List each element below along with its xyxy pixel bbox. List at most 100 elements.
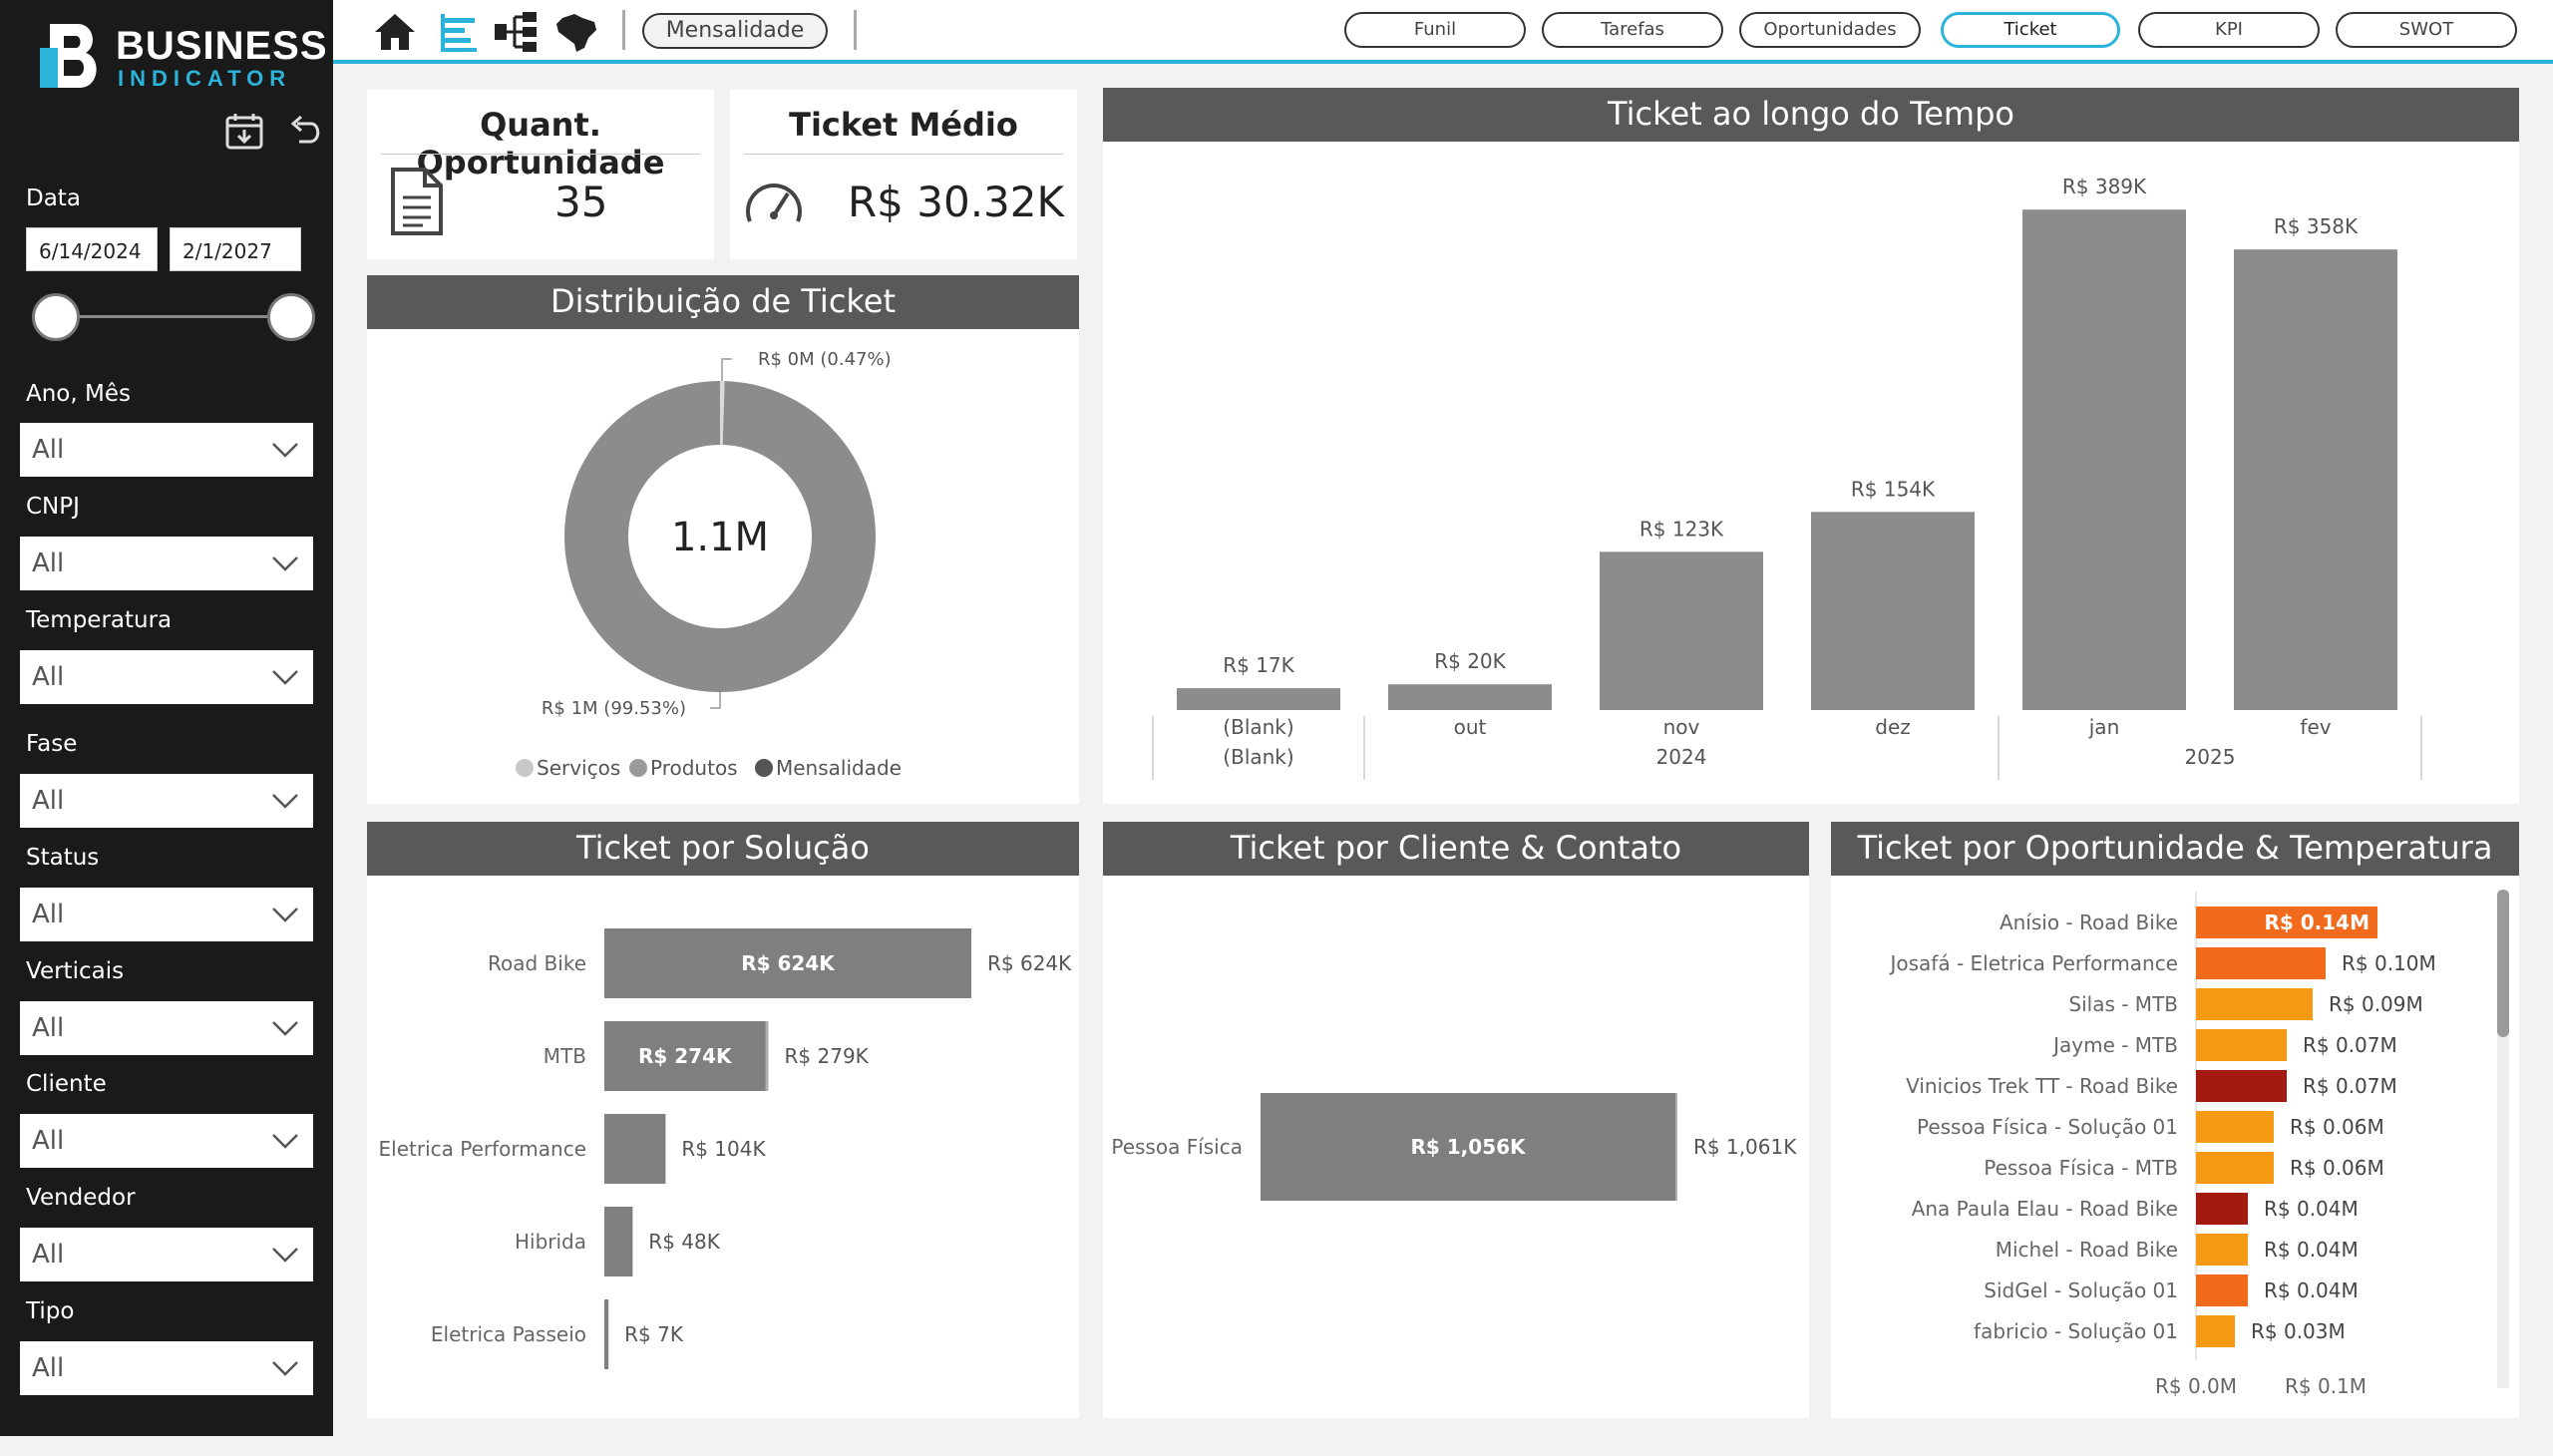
bar-data-label: R$ 20K [1434, 649, 1506, 673]
legend-marker [516, 759, 534, 777]
x-tick-label: fev [2300, 715, 2331, 739]
chevron-down-icon [272, 1021, 298, 1036]
kpi-divider [381, 154, 700, 155]
slice-label: R$ 0M (0.47%) [758, 349, 892, 370]
filter-dropdown-vendedor[interactable]: All [20, 1228, 313, 1281]
filter-dropdown-verticais[interactable]: All [20, 1001, 313, 1055]
x-group-label: (Blank) [1223, 745, 1293, 769]
tab-funil[interactable]: Funil [1344, 12, 1526, 48]
filter-dropdown-temperatura[interactable]: All [20, 650, 313, 704]
opportunity-bar [2196, 1315, 2235, 1347]
kpi-value: R$ 30.32K [848, 178, 1065, 226]
chart-title: Ticket por Oportunidade & Temperatura [1831, 822, 2519, 876]
bar-data-label: R$ 389K [2062, 175, 2147, 198]
date-start-input[interactable]: 6/14/2024 [26, 227, 158, 271]
opportunity-bar [2196, 1070, 2287, 1102]
home-icon[interactable] [371, 8, 419, 56]
brazil-map-icon[interactable] [552, 8, 600, 56]
calendar-download-icon[interactable] [223, 110, 267, 154]
tab-ticket[interactable]: Ticket [1941, 12, 2120, 48]
current-page-button[interactable]: Mensalidade [642, 13, 828, 49]
donut-center-label: 1.1M [671, 515, 769, 560]
tab-tarefas[interactable]: Tarefas [1542, 12, 1723, 48]
chevron-down-icon [272, 1361, 298, 1376]
filter-dropdown-status[interactable]: All [20, 888, 313, 941]
filter-dropdown-tipo[interactable]: All [20, 1341, 313, 1395]
dropdown-value: All [32, 435, 65, 465]
dropdown-value: All [32, 1126, 65, 1156]
donut-chart-card: Distribuição de Ticket 1.1M R$ 0M (0.47%)… [367, 275, 1079, 804]
category-label: Jayme - MTB [2051, 1033, 2178, 1057]
scrollbar-track[interactable] [2497, 890, 2509, 1388]
dropdown-value: All [32, 1240, 65, 1270]
tab-oportunidades[interactable]: Oportunidades [1739, 12, 1921, 48]
kpi-title: Quant. Oportunidade [416, 106, 665, 182]
opportunity-bar [2196, 1234, 2248, 1266]
opportunity-bar [2196, 1111, 2274, 1143]
filter-label-verticais: Verticais [26, 958, 125, 984]
category-label: Josafá - Eletrica Performance [1888, 951, 2178, 975]
dropdown-value: All [32, 786, 65, 816]
time-bar [1177, 688, 1340, 710]
brand-line-2: INDICATOR [118, 66, 292, 91]
filter-dropdown-cliente[interactable]: All [20, 1114, 313, 1168]
time-bar [1388, 684, 1552, 710]
x-group-label: 2024 [1656, 745, 1707, 769]
hierarchy-icon[interactable] [493, 8, 541, 56]
donut-slice [564, 381, 876, 692]
x-tick-label: (Blank) [1223, 715, 1293, 739]
chevron-down-icon [272, 908, 298, 922]
category-label: Vinicios Trek TT - Road Bike [1906, 1074, 2178, 1098]
bar-total-label: R$ 624K [987, 951, 1072, 975]
bar-data-label: R$ 0.04M [2264, 1238, 2359, 1262]
bar-value [604, 1114, 666, 1184]
bar-data-label: R$ 123K [1640, 517, 1724, 541]
category-label: Ana Paula Elau - Road Bike [1912, 1197, 2178, 1221]
category-label: Road Bike [488, 951, 586, 975]
donut-chart: 1.1M R$ 0M (0.47%) R$ 1M (99.53%) Serviços P… [516, 349, 902, 780]
time-bar-chart-card: Ticket ao longo do Tempo R$ 17K (Blank) R$… [1103, 88, 2519, 804]
category-label: Pessoa Física [1111, 1135, 1243, 1159]
x-tick-label: jan [2088, 715, 2120, 739]
time-bar [2234, 249, 2397, 710]
bar-value [604, 1021, 766, 1091]
opportunity-bar [2196, 907, 2377, 938]
solution-bar-chart: Road Bike R$ 624K R$ 624K MTB R$ 274K R$ 279K… [379, 928, 1072, 1369]
filter-dropdown-ano-mes[interactable]: All [20, 423, 313, 477]
chevron-down-icon [272, 670, 298, 685]
bar-data-label: R$ 0.06M [2290, 1115, 2384, 1139]
date-end-input[interactable]: 2/1/2027 [170, 227, 301, 271]
legend-item: Produtos [650, 756, 738, 780]
slice-label: R$ 1M (99.53%) [542, 698, 686, 719]
bar-inner-label: R$ 274K [638, 1044, 733, 1068]
filter-label-ano-mes: Ano, Mês [26, 381, 131, 407]
opportunity-bar-chart-card: Ticket por Oportunidade & Temperatura An… [1831, 822, 2519, 1418]
scrollbar-thumb[interactable] [2497, 890, 2509, 1037]
filter-label-vendedor: Vendedor [26, 1185, 136, 1211]
x-tick-label: dez [1875, 715, 1911, 739]
filter-dropdown-cnpj[interactable]: All [20, 537, 313, 590]
tab-swot[interactable]: SWOT [2336, 12, 2517, 48]
chart-title: Ticket por Cliente & Contato [1103, 822, 1809, 876]
date-filter-label: Data [26, 185, 81, 211]
date-slider-end-handle[interactable] [267, 293, 315, 341]
dropdown-value: All [32, 662, 65, 692]
chevron-down-icon [272, 1134, 298, 1149]
bar-data-label: R$ 0.04M [2264, 1197, 2359, 1221]
time-bar [2022, 209, 2186, 710]
filter-dropdown-fase[interactable]: All [20, 774, 313, 828]
category-label: Michel - Road Bike [1996, 1238, 2178, 1262]
bar-total-label: R$ 279K [785, 1044, 870, 1068]
undo-icon[interactable] [285, 110, 329, 154]
date-slider-track[interactable] [56, 315, 291, 318]
chart-title: Distribuição de Ticket [367, 275, 1079, 329]
kpi-card-opportunities: Quant. Oportunidade 35 [367, 90, 714, 259]
brand-line-1: BUSINESS [116, 24, 328, 68]
kpi-divider [744, 154, 1063, 155]
category-label: Eletrica Performance [379, 1137, 586, 1161]
filter-label-cliente: Cliente [26, 1071, 107, 1097]
tab-kpi[interactable]: KPI [2138, 12, 2320, 48]
date-slider-start-handle[interactable] [32, 293, 80, 341]
nav-divider [854, 10, 857, 50]
bar-chart-icon[interactable] [437, 8, 485, 56]
